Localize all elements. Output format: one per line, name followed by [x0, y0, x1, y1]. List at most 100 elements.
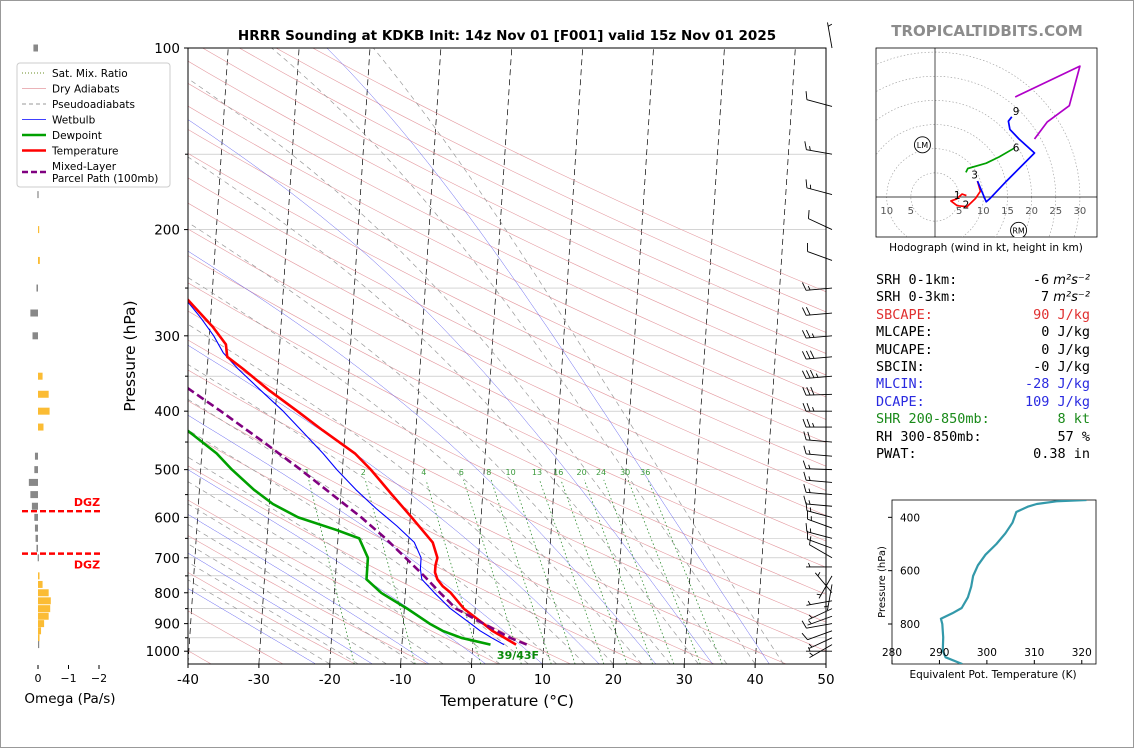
- stat-row: SBCIN: -0 J/kg: [876, 359, 1090, 376]
- barb-full: [802, 307, 807, 316]
- mix-ratio-line: [490, 479, 552, 664]
- omega-bar-upward: [38, 627, 42, 635]
- storm-motion-marker: [913, 136, 931, 154]
- barb-half: [808, 562, 811, 568]
- x-tick-label: 10: [534, 672, 551, 688]
- barb-staff: [806, 335, 833, 339]
- pseudoadiabat: [188, 429, 529, 664]
- mix-ratio-label: 10: [506, 468, 516, 477]
- barb-full: [805, 307, 811, 316]
- isotherm-line: [258, 48, 300, 664]
- stat-value: 109 J/kg: [1024, 393, 1090, 410]
- theta-e-x-tick-label: 280: [882, 647, 902, 659]
- omega-axis-label: Omega (Pa/s): [24, 691, 115, 707]
- wind-barb: [807, 615, 833, 626]
- mix-ratio-line: [512, 479, 576, 664]
- y-tick-label: 500: [154, 463, 180, 479]
- legend-label: Dry Adiabats: [52, 84, 120, 96]
- barb-staff: [827, 22, 833, 49]
- omega-bar-upward: [38, 226, 40, 234]
- barb-full: [801, 620, 807, 629]
- barb-staff: [806, 393, 833, 396]
- barb-staff: [807, 538, 833, 549]
- stat-label: MUCAPE:: [876, 341, 933, 358]
- stat-value: 7: [1041, 289, 1050, 306]
- theta-e-profile: 280 290 300 310 320 400 600 800: [882, 499, 1097, 665]
- barb-half: [809, 146, 811, 151]
- pseudoadiabat: [188, 323, 614, 664]
- barb-full: [803, 471, 807, 481]
- watermark: TROPICALTIDBITS.COM: [891, 22, 1083, 40]
- hodograph-height-label: 9: [1013, 106, 1020, 118]
- dry-adiabat: [188, 60, 826, 376]
- mix-ratio-label: 20: [577, 468, 587, 477]
- barb-full: [805, 502, 808, 511]
- stat-row: MUCAPE: 0 J/kg: [876, 342, 1090, 359]
- storm-motion-label: RM: [1012, 226, 1025, 235]
- x-tick-label: 50: [817, 672, 834, 688]
- pseudoadiabat: [188, 277, 642, 664]
- wind-barb: [802, 460, 833, 471]
- omega-bar-upward: [38, 256, 40, 264]
- stat-row: MLCIN: -28 J/kg: [876, 376, 1090, 393]
- wind-barb: [803, 495, 833, 507]
- y-tick-label: 700: [154, 551, 180, 567]
- wind-barb: [802, 282, 833, 291]
- wetbulb-guide: [188, 514, 430, 664]
- barb-full: [809, 536, 812, 545]
- barb-staff: [807, 615, 833, 626]
- barb-staff: [806, 531, 833, 539]
- theta-e-x-tick-label: 320: [1072, 647, 1092, 659]
- wetbulb-guide: [188, 119, 713, 664]
- y-tick-label: 300: [154, 329, 180, 345]
- omega-bar-downward: [30, 491, 38, 499]
- barb-full: [802, 403, 807, 412]
- barb-full: [806, 418, 811, 428]
- barb-full: [805, 350, 811, 359]
- isotherm-line: [825, 658, 826, 664]
- barb-full: [805, 329, 811, 338]
- omega-bar-upward: [38, 589, 49, 597]
- hodograph-segment: [950, 180, 982, 208]
- barb-full: [802, 351, 807, 360]
- barb-half: [808, 476, 811, 481]
- barb-full: [802, 387, 807, 396]
- omega-bar-upward: [38, 580, 43, 588]
- omega-bar-upward: [38, 605, 51, 613]
- omega-bar-downward: [32, 332, 38, 340]
- dry-adiabat: [188, 610, 284, 664]
- theta-e-xlabel: Equivalent Pot. Temperature (K): [909, 669, 1076, 681]
- barb-full: [805, 91, 808, 100]
- theta-e-line: [939, 500, 1087, 664]
- omega-tick-label: −1: [60, 672, 76, 685]
- stat-label: MLCAPE:: [876, 324, 933, 341]
- barb-half: [808, 464, 811, 470]
- theta-e-y-tick-label: 400: [900, 512, 920, 524]
- mix-ratio-label: 13: [532, 468, 542, 477]
- stat-value: 0 J/kg: [1041, 341, 1090, 358]
- y-tick-label: 600: [154, 510, 180, 526]
- omega-bar-upward: [38, 612, 49, 620]
- omega-bar-downward: [30, 309, 38, 317]
- barb-staff: [806, 491, 833, 496]
- barb-staff: [809, 544, 833, 559]
- pseudoadiabat: [188, 543, 387, 664]
- legend-label: Pseudoadiabats: [52, 99, 135, 111]
- barb-full: [810, 386, 815, 396]
- wind-barb: [803, 431, 833, 443]
- hodograph: 10 5 5 10 15 20 25 30 12 3 6 9 LM RM: [875, 47, 1098, 238]
- dry-adiabat: [188, 202, 826, 516]
- legend-box: [16, 62, 171, 188]
- wetbulb-guide: [188, 414, 543, 664]
- mix-ratio-label: 2: [361, 468, 366, 477]
- barb-staff: [806, 600, 833, 606]
- dry-adiabat: [275, 48, 826, 313]
- x-tick-label: -40: [177, 672, 199, 688]
- isotherm-line: [471, 48, 513, 664]
- omega-tick-label: −2: [91, 672, 107, 685]
- hodograph-height-label: 1: [954, 190, 961, 202]
- dry-adiabat: [188, 83, 826, 398]
- legend-label: Dewpoint: [52, 130, 102, 142]
- barb-staff: [806, 453, 833, 457]
